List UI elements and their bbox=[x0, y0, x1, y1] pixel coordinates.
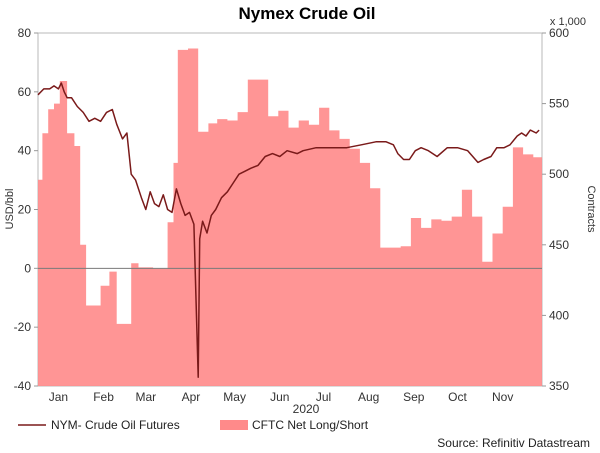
left-tick-label: 0 bbox=[24, 261, 31, 275]
x-tick-label: Sep bbox=[403, 390, 425, 404]
cftc-net-area bbox=[38, 48, 542, 386]
left-tick-label: -40 bbox=[14, 379, 32, 393]
source-note: Source: Refinitiv Datastream bbox=[437, 436, 590, 450]
left-axis-label: USD/bbl bbox=[4, 189, 16, 230]
right-tick-label: 600 bbox=[549, 26, 569, 40]
right-axis-ticks: 600 550 500 450 400 350 bbox=[542, 26, 569, 393]
x-tick-label: Jun bbox=[270, 390, 289, 404]
x-tick-label: Nov bbox=[492, 390, 513, 404]
x-tick-label: Feb bbox=[93, 390, 114, 404]
x-tick-label: Oct bbox=[448, 390, 467, 404]
right-axis-multiplier: x 1,000 bbox=[550, 16, 586, 28]
right-tick-label: 400 bbox=[549, 308, 569, 322]
x-tick-label: Jul bbox=[316, 390, 331, 404]
left-tick-label: 20 bbox=[18, 203, 32, 217]
x-tick-label: Aug bbox=[358, 390, 379, 404]
x-axis-ticks: Jan Feb Mar Apr May Jun Jul Aug Sep Oct Nov bbox=[49, 390, 514, 404]
x-axis-label: 2020 bbox=[293, 402, 320, 416]
left-tick-label: 60 bbox=[18, 85, 32, 99]
x-tick-label: May bbox=[223, 390, 246, 404]
chart-title: Nymex Crude Oil bbox=[239, 4, 376, 23]
x-tick-label: Jan bbox=[49, 390, 68, 404]
left-tick-label: 40 bbox=[18, 144, 32, 158]
legend: NYM- Crude Oil Futures CFTC Net Long/Sho… bbox=[18, 418, 369, 432]
line-series-layer bbox=[37, 82, 540, 378]
legend-label-cftc: CFTC Net Long/Short bbox=[252, 418, 369, 432]
legend-label-crude-oil: NYM- Crude Oil Futures bbox=[51, 418, 180, 432]
area-series-layer bbox=[38, 48, 542, 386]
right-tick-label: 450 bbox=[549, 238, 569, 252]
crude-oil-futures-line bbox=[37, 82, 540, 378]
left-axis-ticks: 80 60 40 20 0 -20 -40 bbox=[14, 26, 38, 393]
right-tick-label: 350 bbox=[549, 379, 569, 393]
right-axis-label: Contracts bbox=[585, 185, 597, 233]
left-tick-label: -20 bbox=[14, 320, 32, 334]
right-tick-label: 500 bbox=[549, 167, 569, 181]
left-tick-label: 80 bbox=[18, 26, 32, 40]
x-tick-label: Mar bbox=[135, 390, 156, 404]
right-tick-label: 550 bbox=[549, 97, 569, 111]
x-tick-label: Apr bbox=[182, 390, 201, 404]
legend-area-swatch bbox=[220, 420, 248, 430]
